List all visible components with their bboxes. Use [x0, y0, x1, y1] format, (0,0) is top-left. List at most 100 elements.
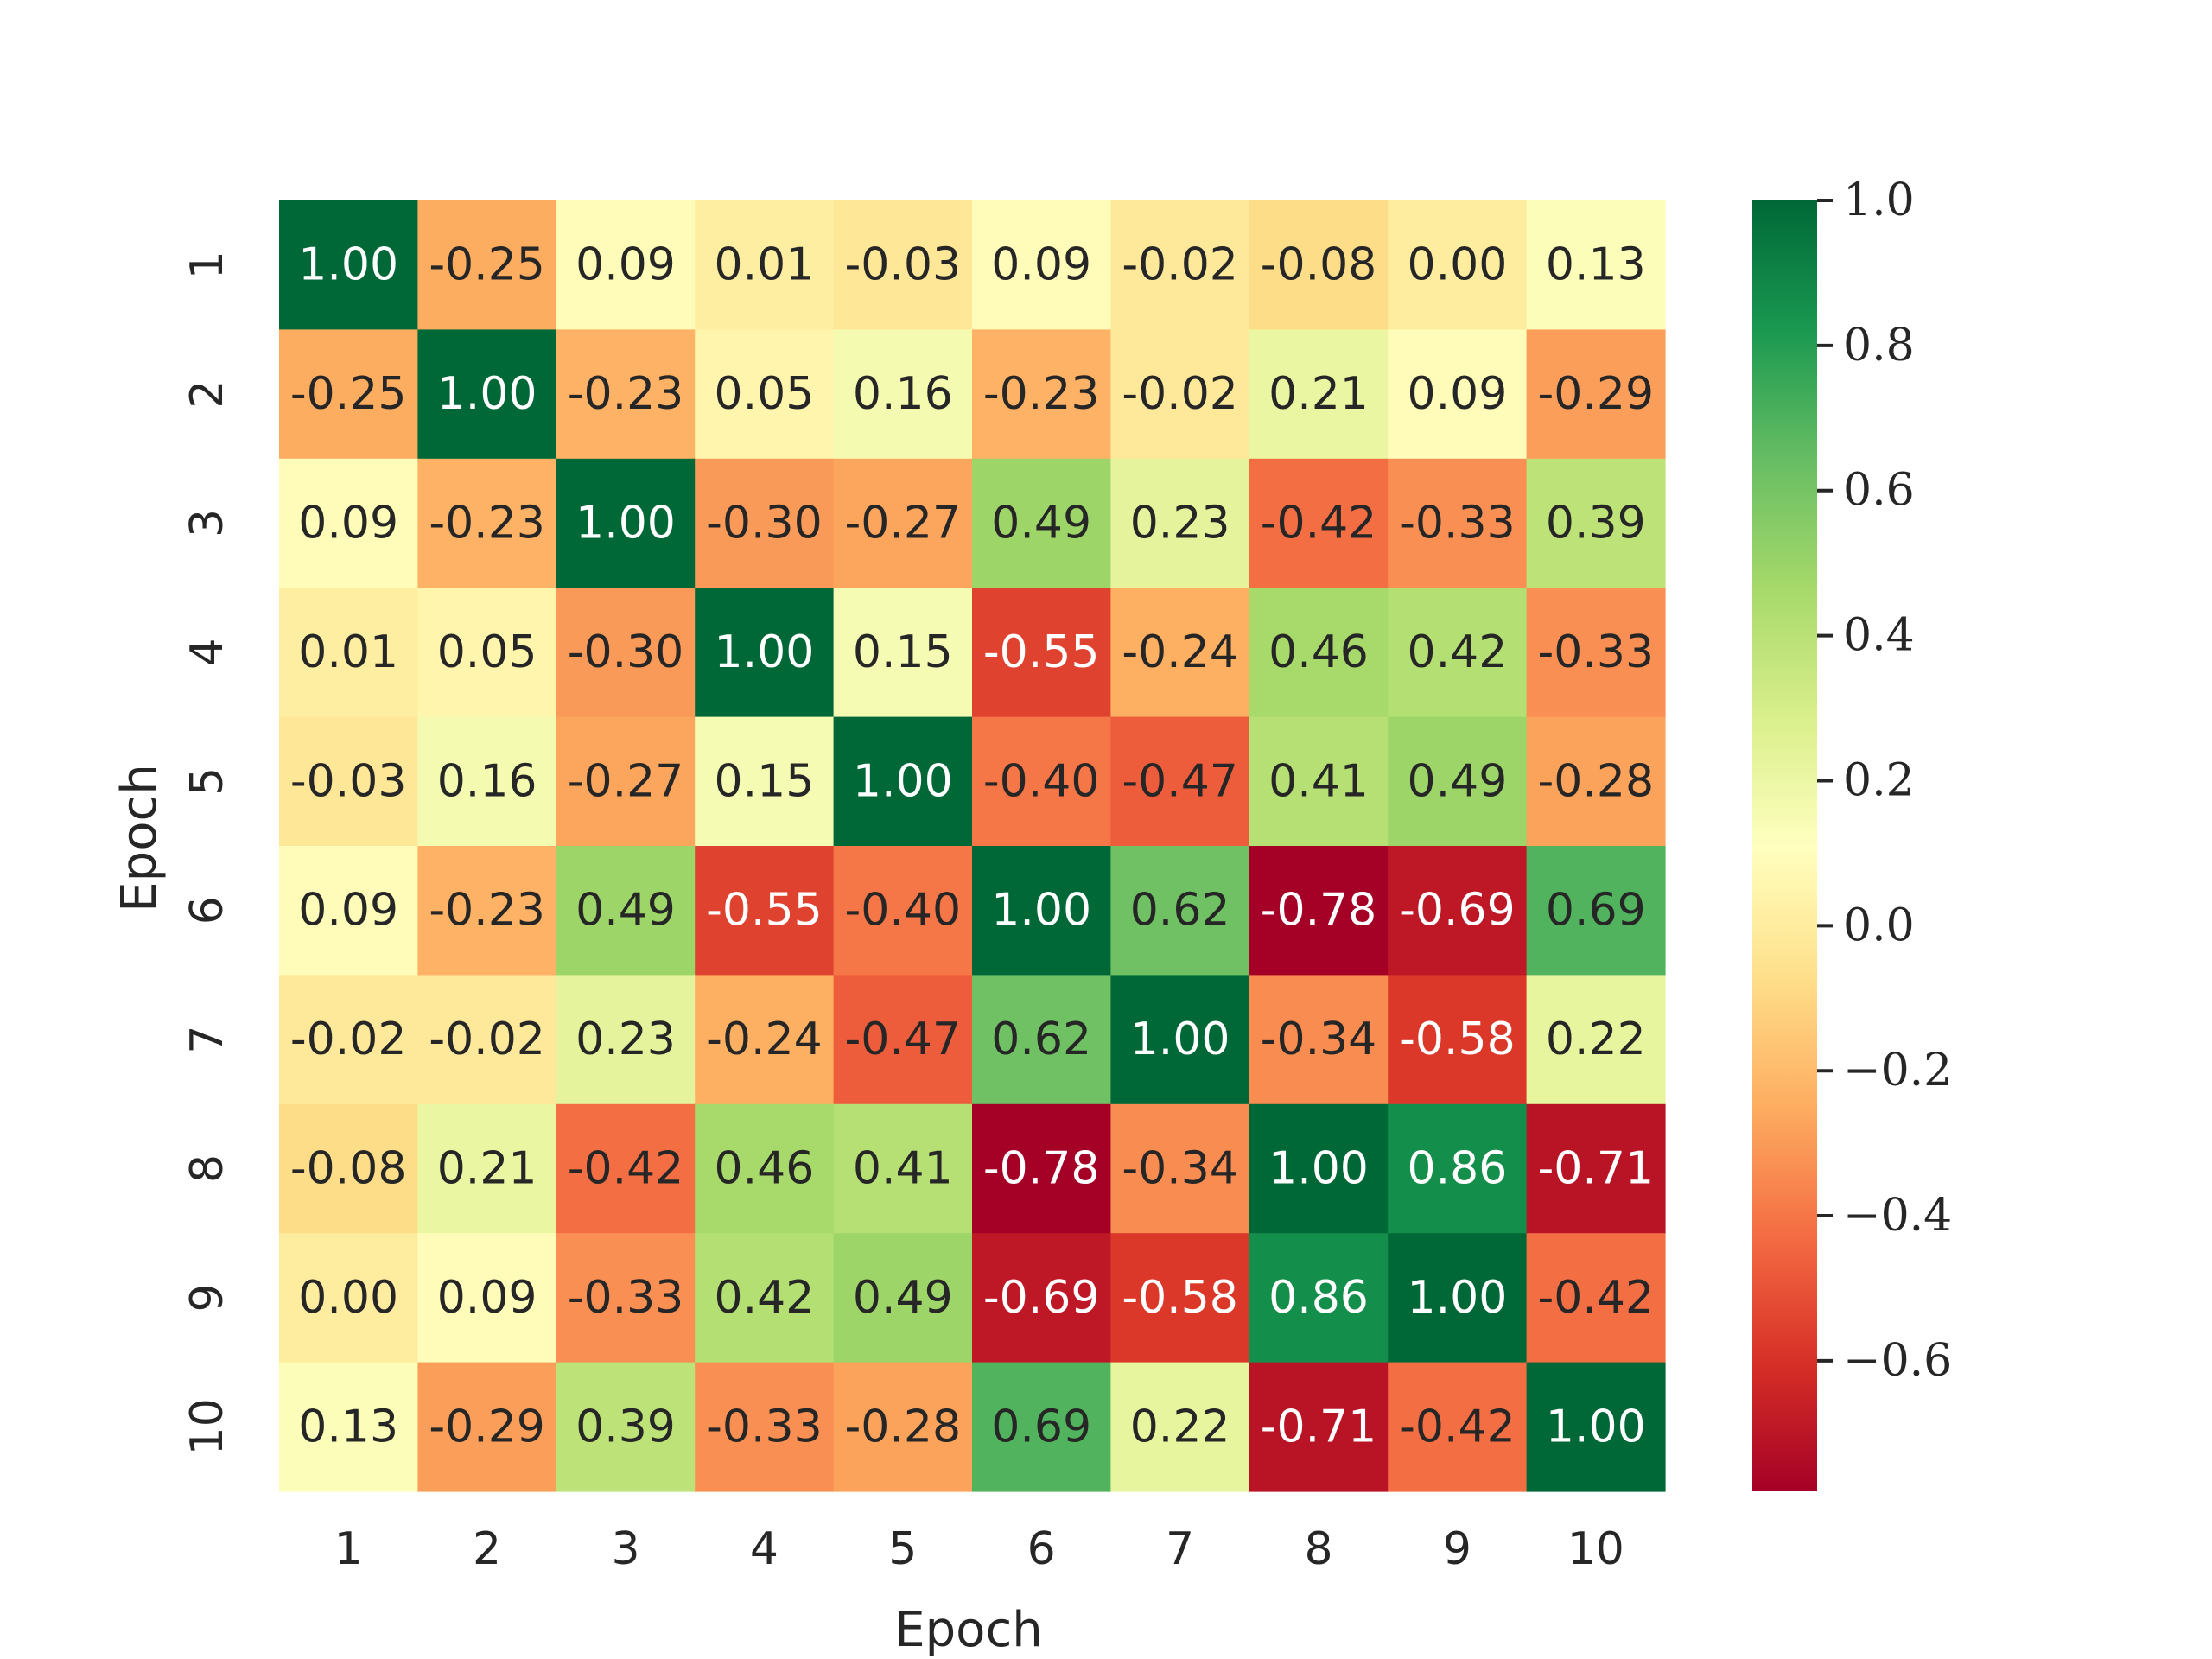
y-tick-label: 6 [181, 896, 233, 925]
heatmap-cell-r6-c2 [417, 846, 557, 976]
heatmap-cell-r5-c1 [279, 716, 418, 847]
cell-label-r7-c10: 0.22 [1546, 1014, 1646, 1065]
colorbar-tick-label: 0.2 [1843, 754, 1915, 806]
heatmap-cell-r2-c3 [556, 329, 696, 460]
heatmap-cell-r8-c4 [695, 1103, 835, 1234]
cell-label-r7-c3: 0.23 [575, 1014, 676, 1065]
x-tick-labels: 1 2 3 4 5 6 7 8 9 10 [334, 1523, 1624, 1575]
heatmap-cell-r6-c4 [695, 846, 835, 976]
cell-label-r10-c3: 0.39 [575, 1401, 676, 1452]
heatmap-cell-r10-c7 [1110, 1362, 1250, 1492]
y-tick-label: 1 [181, 251, 233, 279]
heatmap-cell-r3-c8 [1249, 458, 1389, 588]
cell-label-r7-c4: -0.24 [706, 1014, 823, 1065]
heatmap-cell-r6-c6 [972, 846, 1111, 976]
cell-label-r7-c2: -0.02 [429, 1014, 545, 1065]
heatmap-cell-r7-c1 [279, 975, 418, 1105]
cell-label-r1-c8: -0.08 [1261, 239, 1377, 291]
heatmap-cell-r8-c1 [279, 1103, 418, 1234]
cell-label-r1-c3: 0.09 [575, 239, 676, 291]
heatmap-cell-r5-c9 [1388, 716, 1528, 847]
heatmap-cell-r2-c6 [972, 329, 1111, 460]
cell-label-r1-c10: 0.13 [1546, 239, 1646, 291]
cell-label-r2-c5: 0.16 [853, 368, 953, 420]
heatmap-cell-r3-c2 [417, 458, 557, 588]
heatmap-cell-r10-c2 [417, 1362, 557, 1492]
cell-label-r8-c4: 0.46 [715, 1143, 815, 1195]
cell-label-r2-c3: -0.23 [568, 368, 684, 420]
heatmap-cell-r5-c7 [1110, 716, 1250, 847]
heatmap-cell-r6-c5 [833, 846, 973, 976]
cell-label-r2-c8: 0.21 [1268, 368, 1369, 420]
cell-label-r9-c10: -0.42 [1538, 1272, 1655, 1324]
heatmap-cell-r2-c1 [279, 329, 418, 460]
cell-label-r6-c4: -0.55 [706, 885, 823, 937]
x-tick-label: 2 [473, 1523, 501, 1575]
heatmap-cell-r4-c4 [695, 588, 835, 718]
heatmap-cell-r9-c3 [556, 1233, 696, 1363]
heatmap-cell-r2-c2 [417, 329, 557, 460]
cell-label-r3-c2: -0.23 [429, 498, 545, 550]
cell-label-r1-c5: -0.03 [845, 239, 962, 291]
heatmap-cell-r7-c5 [833, 975, 973, 1105]
x-tick-label: 4 [750, 1523, 779, 1575]
cell-label-r8-c10: -0.71 [1538, 1143, 1655, 1195]
heatmap-cell-r2-c10 [1526, 329, 1666, 460]
heatmap-cell-r7-c6 [972, 975, 1111, 1105]
cell-label-r6-c8: -0.78 [1261, 885, 1377, 937]
cell-label-r7-c8: -0.34 [1261, 1014, 1377, 1065]
cell-label-r10-c8: -0.71 [1261, 1401, 1377, 1452]
colorbar-tick-label: −0.4 [1843, 1190, 1952, 1242]
cell-label-r4-c1: 0.01 [298, 626, 398, 678]
cell-label-r5-c8: 0.41 [1268, 755, 1369, 807]
y-tick-label: 10 [181, 1398, 233, 1455]
cell-label-r7-c1: -0.02 [290, 1014, 407, 1065]
cell-label-r7-c5: -0.47 [845, 1014, 962, 1065]
heatmap-cell-r7-c2 [417, 975, 557, 1105]
heatmap-cell-r2-c7 [1110, 329, 1250, 460]
y-tick-labels: 1 2 3 4 5 6 7 8 9 10 [181, 251, 233, 1455]
cell-label-r6-c6: 1.00 [991, 885, 1091, 937]
colorbar-tick-label: 1.0 [1843, 175, 1915, 226]
cell-label-r6-c2: -0.23 [429, 885, 545, 937]
heatmap-cell-r8-c8 [1249, 1103, 1389, 1234]
heatmap-cell-r4-c6 [972, 588, 1111, 718]
cell-label-r5-c5: 1.00 [853, 755, 953, 807]
heatmap-cell-r9-c5 [833, 1233, 973, 1363]
cell-label-r2-c9: 0.09 [1408, 368, 1508, 420]
cell-label-r10-c5: -0.28 [845, 1401, 962, 1452]
y-tick-label: 4 [181, 638, 233, 666]
heatmap-cell-r2-c5 [833, 329, 973, 460]
cell-label-r3-c1: 0.09 [298, 498, 398, 550]
colorbar-tick-label: 0.0 [1843, 899, 1915, 951]
y-tick-label: 3 [181, 509, 233, 537]
cell-label-r2-c10: -0.29 [1538, 368, 1655, 420]
cell-label-r9-c6: -0.69 [983, 1272, 1100, 1324]
colorbar-tick-label: 0.4 [1843, 610, 1915, 662]
colorbar-tick-label: −0.2 [1843, 1045, 1952, 1096]
heatmap-cell-r8-c6 [972, 1103, 1111, 1234]
heatmap-cell-r10-c5 [833, 1362, 973, 1492]
heatmap-cell-r10-c9 [1388, 1362, 1528, 1492]
heatmap-cell-r6-c1 [279, 846, 418, 976]
heatmap-cell-r5-c6 [972, 716, 1111, 847]
heatmap-cell-r1-c7 [1110, 200, 1250, 330]
cell-label-r3-c9: -0.33 [1399, 498, 1516, 550]
heatmap-cells: 1.00 -0.25 0.09 0.01 -0.03 0.09 -0.02 -0.08 0.00… [279, 200, 1666, 1492]
cell-label-r3-c4: -0.30 [706, 498, 823, 550]
heatmap-cell-r2-c4 [695, 329, 835, 460]
colorbar-tick-label: −0.6 [1843, 1335, 1952, 1387]
heatmap-cell-r3-c9 [1388, 458, 1528, 588]
cell-label-r6-c10: 0.69 [1546, 885, 1646, 937]
cell-label-r3-c10: 0.39 [1546, 498, 1646, 550]
cell-label-r8-c8: 1.00 [1268, 1143, 1369, 1195]
x-axis-label: Epoch [894, 1602, 1042, 1658]
cell-label-r9-c3: -0.33 [568, 1272, 684, 1324]
heatmap-cell-r9-c10 [1526, 1233, 1666, 1363]
cell-label-r6-c5: -0.40 [845, 885, 962, 937]
cell-label-r3-c6: 0.49 [991, 498, 1091, 550]
cell-label-r4-c9: 0.42 [1408, 626, 1508, 678]
heatmap-cell-r7-c4 [695, 975, 835, 1105]
colorbar-tick-label: 0.6 [1843, 465, 1915, 517]
cell-label-r4-c10: -0.33 [1538, 626, 1655, 678]
